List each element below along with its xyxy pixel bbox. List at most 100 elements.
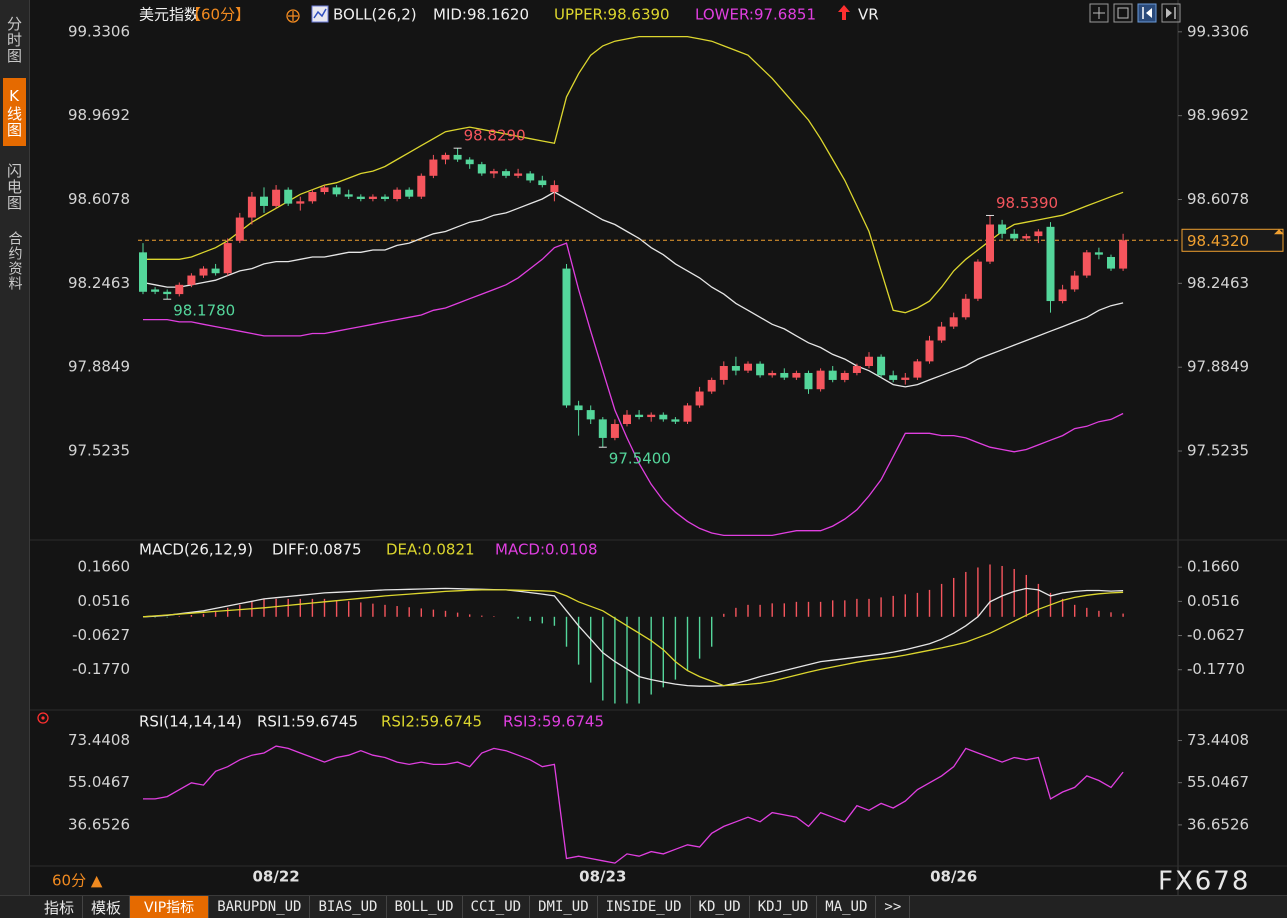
y-tick-label: -0.1770 [72,660,130,678]
x-tick-label: 08/22 [252,868,299,886]
candle-body [235,217,244,241]
candle-body [247,196,256,218]
candle-body [961,298,970,318]
candle-body [1082,252,1091,276]
y-tick-label-right: 98.2463 [1187,274,1249,292]
target-icon[interactable] [37,712,49,724]
candle-body [526,173,535,181]
y-tick-label: 0.1660 [78,558,131,576]
candle-body [1107,256,1115,269]
y-tick-label: 0.0516 [78,592,131,610]
tab[interactable]: DMI_UD [530,896,598,918]
period[interactable]: 【60分】 [186,6,250,24]
y-tick-label: 97.5235 [68,442,130,460]
candle-body [368,196,377,199]
y-tick-label: 97.8849 [68,358,130,376]
last-price-label: 98.4320 [1187,232,1249,250]
tab[interactable]: BIAS_UD [310,896,387,918]
candle-body [1022,236,1031,239]
symbol: 美元指数 [139,6,199,24]
period-switch[interactable]: 60分 ▲ [52,872,103,890]
y-tick-label: 98.6078 [68,190,130,208]
candle-body [804,372,813,390]
tab[interactable]: >> [876,896,911,918]
extreme-label: 98.8290 [464,127,526,145]
candle-body [441,154,450,160]
tab[interactable]: BARUPDN_UD [209,896,311,918]
side-tab[interactable]: 分时图 [5,16,23,64]
y-tick-label-right: 0.0516 [1187,592,1240,610]
candle-body [163,291,172,295]
indicator-line [143,35,1124,314]
candle-body [659,414,668,420]
candle-body [973,261,982,299]
side-tab[interactable]: K线图 [3,78,26,146]
y-tick-label: 99.3306 [68,22,130,40]
candle-body [453,154,462,160]
candle-body [223,243,232,274]
tab[interactable]: KD_UD [691,896,750,918]
y-tick-label-right: 55.0467 [1187,773,1249,791]
y-tick-label-right: 73.4408 [1187,731,1249,749]
candle-body [792,372,801,378]
dea-readout: DEA:0.0821 [386,541,475,559]
side-tab[interactable]: 闪电图 [5,163,23,211]
candle-body [429,159,438,176]
indicator-line [143,745,1124,864]
indicator-line [143,242,1124,537]
candle-body [647,414,656,418]
tab[interactable]: BOLL_UD [387,896,463,918]
candle-body [780,372,789,378]
chart: 美元指数 【60分】 BOLL(26,2) MID:98.1620 UPPER:… [30,0,1287,896]
candle-body [1046,226,1055,302]
watermark: FX678 [1158,867,1250,896]
tab[interactable]: CCI_UD [463,896,531,918]
rsi1-readout: RSI1:59.6745 [257,713,358,731]
candle-body [635,414,644,418]
y-tick-label-right: -0.0627 [1187,626,1245,644]
lower-readout: LOWER:97.6851 [695,6,816,24]
indicator-name: BOLL(26,2) [333,6,417,24]
candle-body [139,252,147,292]
y-tick-label: 36.6526 [68,815,130,833]
tab[interactable]: MA_UD [817,896,877,918]
icon-right[interactable] [1161,3,1181,23]
icon-left[interactable] [1137,3,1157,23]
icon-zoom[interactable] [1113,3,1133,23]
candle-body [272,189,281,206]
candle-body [477,164,486,174]
extreme-label: 98.5390 [996,194,1058,212]
candle-body [381,196,389,199]
candle-body [731,366,740,371]
candle-body [550,185,559,193]
vr-readout: VR [858,6,879,24]
add-icon[interactable] [286,9,300,23]
candle-body [877,356,886,376]
x-tick-label: 08/23 [579,868,626,886]
candle-body [320,187,329,193]
tab[interactable]: KDJ_UD [750,896,818,918]
candle-body [296,201,305,204]
tab[interactable]: INSIDE_UD [598,896,691,918]
tab[interactable]: 指标 [36,896,84,918]
y-tick-label-right: 98.6078 [1187,190,1249,208]
candle-body [756,363,765,376]
tab[interactable]: VIP指标 [130,896,210,918]
candle-body [744,363,752,371]
indicator-line [142,191,1124,388]
y-tick-label: -0.0627 [72,626,130,644]
y-tick-label-right: 0.1660 [1187,558,1240,576]
icon-crosshair[interactable] [1089,3,1109,23]
candle-body [260,196,268,206]
tab[interactable]: 模板 [83,896,131,918]
y-tick-label-right: 36.6526 [1187,815,1249,833]
candle-body [719,366,728,380]
candle-body [405,189,414,197]
extreme-label: 97.5400 [609,450,671,468]
macd-title: MACD(26,12,9) [139,541,253,559]
mid-readout: MID:98.1620 [433,6,529,24]
candle-body [768,372,777,376]
side-tab[interactable]: 合约资料 [6,231,23,291]
indicator-icon[interactable] [311,5,329,23]
diff-readout: DIFF:0.0875 [272,541,362,559]
